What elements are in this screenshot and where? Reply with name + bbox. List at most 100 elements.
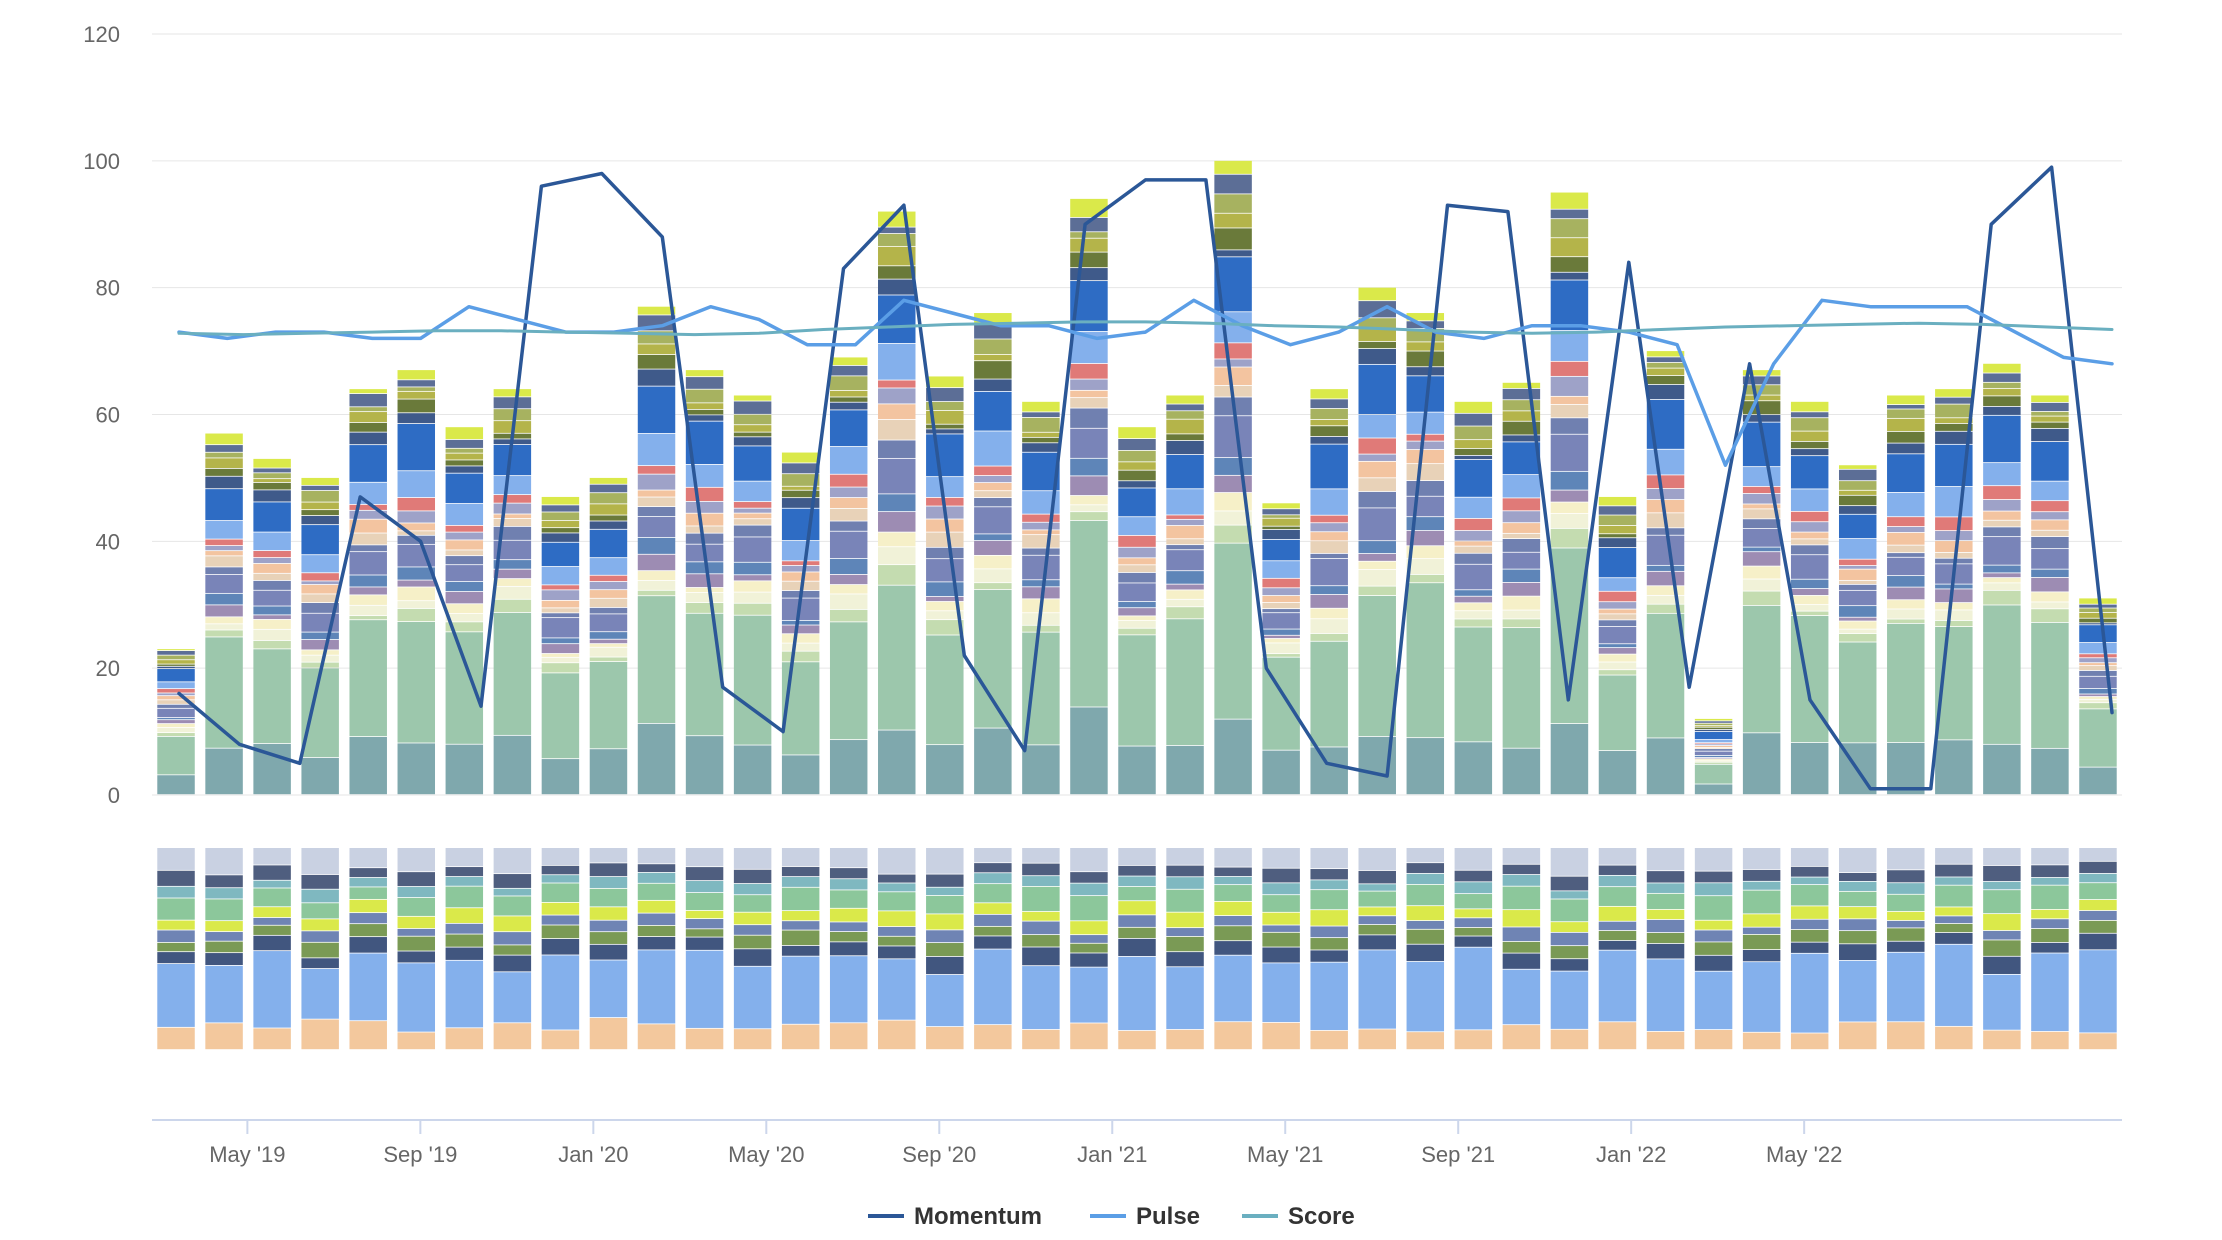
bar-segment	[1454, 742, 1493, 795]
lower-bar-segment	[637, 950, 676, 1024]
bar-segment	[1454, 530, 1493, 541]
bar-segment	[1310, 541, 1348, 554]
bar-stack	[2079, 598, 2117, 795]
bar-segment	[1310, 594, 1348, 608]
lower-bar-segment	[397, 963, 436, 1032]
bar-segment	[878, 343, 916, 380]
bar-segment	[1214, 525, 1252, 543]
lower-bar-segment	[1790, 906, 1829, 919]
lower-bar-segment	[1310, 962, 1348, 1031]
bar-segment	[1646, 595, 1685, 604]
bar-segment	[1262, 515, 1300, 518]
lower-bar-segment	[157, 898, 195, 920]
lower-bar-segment	[1790, 942, 1829, 953]
legend-item-pulse[interactable]: Pulse	[1090, 1203, 1200, 1230]
bar-segment	[1502, 435, 1541, 442]
lower-bar-segment	[1454, 882, 1493, 894]
lower-bar-segment	[1887, 911, 1925, 921]
lower-bar-segment	[205, 932, 243, 941]
bar-segment	[1358, 348, 1396, 364]
bar-segment	[157, 649, 195, 651]
bar-segment	[878, 565, 916, 585]
lower-bar-stack	[541, 848, 580, 1050]
lower-bar-segment	[1694, 955, 1733, 971]
lower-bar-segment	[1022, 1029, 1060, 1050]
legend-item-score[interactable]: Score	[1242, 1203, 1355, 1230]
legend-item-momentum[interactable]: Momentum	[868, 1203, 1042, 1230]
lower-bar-segment	[589, 960, 628, 1018]
lower-bar-segment	[445, 867, 484, 877]
lower-bar-segment	[1214, 876, 1252, 885]
bar-segment	[205, 489, 243, 521]
bar-segment	[1214, 458, 1252, 475]
series-line-score	[177, 320, 2114, 337]
lower-bar-segment	[1838, 848, 1877, 873]
lower-bar-segment	[1262, 932, 1300, 947]
bar-segment	[1262, 635, 1300, 639]
bar-segment	[1118, 746, 1156, 795]
lower-bar-segment	[637, 848, 676, 864]
bar-segment	[1694, 723, 1733, 726]
bar-segment	[1983, 537, 2021, 565]
bar-segment	[253, 532, 291, 551]
bar-segment	[1502, 400, 1541, 411]
lower-bar-segment	[445, 1028, 484, 1050]
lower-bar-segment	[1983, 865, 2021, 882]
bar-segment	[1838, 506, 1877, 514]
bar-segment	[205, 458, 243, 469]
bar-segment	[1887, 431, 1925, 443]
bar-segment	[878, 494, 916, 512]
lower-bar-segment	[1598, 940, 1637, 950]
bar-segment	[1983, 463, 2021, 486]
bar-segment	[1598, 496, 1637, 506]
lower-bar-segment	[1310, 880, 1348, 890]
lower-bar-segment	[349, 868, 387, 878]
bar-segment	[1550, 404, 1589, 418]
bar-segment	[1310, 747, 1348, 795]
lower-bar-segment	[1022, 921, 1060, 935]
lower-bar-segment	[829, 879, 868, 890]
lower-bar-segment	[1790, 929, 1829, 942]
bar-segment	[1790, 401, 1829, 412]
lower-bar-segment	[1838, 891, 1877, 907]
bar-segment	[1118, 572, 1156, 583]
bar-segment	[205, 445, 243, 452]
lower-bar-stack	[1406, 848, 1445, 1050]
bar-segment	[2031, 481, 2069, 501]
bar-segment	[1790, 545, 1829, 555]
lower-bar-segment	[1838, 907, 1877, 919]
bar-segment	[1983, 744, 2021, 795]
lower-bar-segment	[1166, 936, 1204, 952]
bar-segment	[1310, 408, 1348, 420]
bar-segment	[1262, 518, 1300, 526]
bar-segment	[1646, 738, 1685, 795]
bar-segment	[1166, 550, 1204, 571]
lower-bar-segment	[1454, 1030, 1493, 1050]
bar-segment	[445, 744, 484, 795]
bar-segment	[2079, 699, 2117, 703]
bar-segment	[397, 567, 436, 580]
bar-segment	[445, 581, 484, 592]
bar-segment	[829, 594, 868, 610]
lower-bar-stack	[1070, 848, 1108, 1050]
lower-bar-segment	[1694, 942, 1733, 955]
bar-segment	[349, 393, 387, 407]
lower-bar-segment	[397, 951, 436, 963]
lower-bar-segment	[1887, 870, 1925, 883]
lower-bar-segment	[637, 900, 676, 913]
bar-segment	[1502, 511, 1541, 523]
lower-bar-segment	[733, 869, 772, 884]
bar-segment	[397, 370, 436, 380]
bar-segment	[1406, 367, 1445, 376]
lower-bar-segment	[349, 953, 387, 1021]
bar-segment	[1598, 662, 1637, 670]
bar-segment	[205, 452, 243, 458]
lower-bar-segment	[1742, 869, 1781, 881]
lower-bar-segment	[1935, 944, 1973, 1026]
lower-bar-segment	[1214, 885, 1252, 901]
y-tick-label: 60	[96, 403, 120, 428]
lower-bar-segment	[974, 903, 1012, 914]
bar-segment	[1935, 486, 1973, 517]
bar-segment	[829, 508, 868, 521]
bar-segment	[637, 306, 676, 315]
